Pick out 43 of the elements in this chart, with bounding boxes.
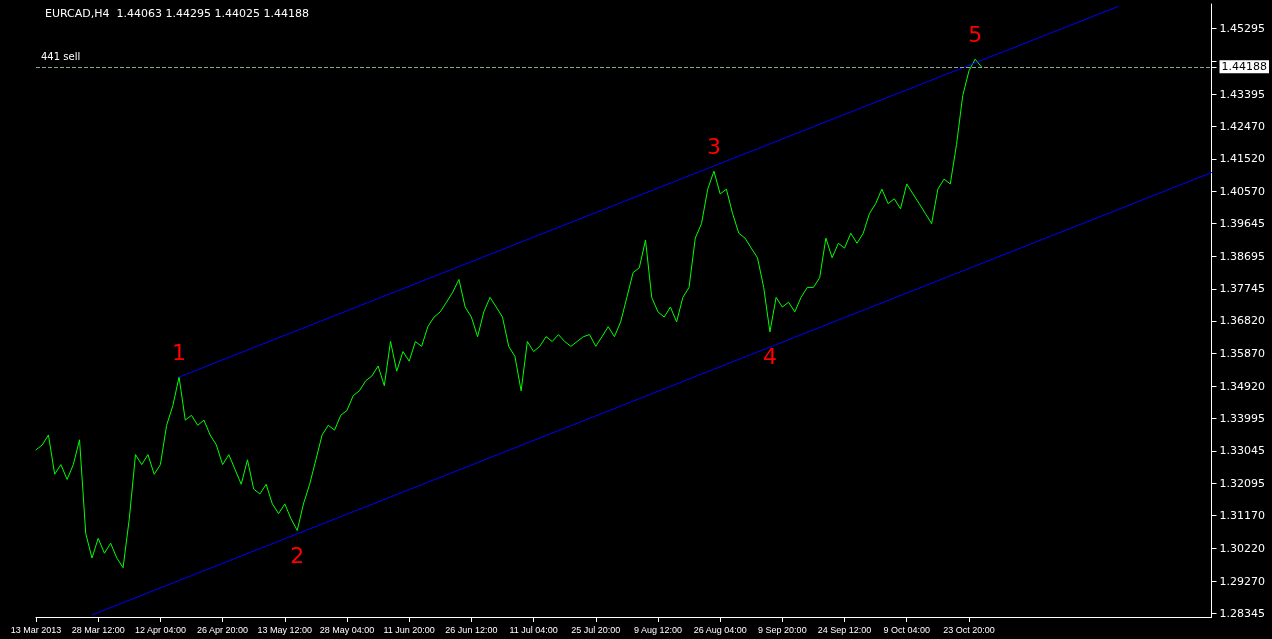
x-tick-label: 13 Mar 2013 xyxy=(10,624,62,635)
y-tick-label: 1.29270 xyxy=(1219,574,1266,588)
y-tick-label: 1.43395 xyxy=(1219,87,1266,101)
x-tick-label: 11 Jul 04:00 xyxy=(509,624,558,635)
y-tick-label: 1.32095 xyxy=(1219,477,1266,491)
x-tick-label: 13 May 12:00 xyxy=(257,624,313,635)
x-tick-label: 26 Apr 20:00 xyxy=(197,624,249,635)
x-tick-label: 9 Aug 12:00 xyxy=(633,624,682,635)
x-tick-label: 24 Sep 12:00 xyxy=(817,624,872,635)
y-tick-label: 1.38695 xyxy=(1219,249,1266,263)
y-tick-label: 1.30220 xyxy=(1219,541,1266,555)
chart-title: EURCAD,H4 1.44063 1.44295 1.44025 1.44188 xyxy=(45,7,309,20)
ref-line-label: 441 sell xyxy=(41,51,81,63)
x-tick-label: 26 Aug 04:00 xyxy=(693,624,747,635)
y-tick-label: 1.31170 xyxy=(1219,509,1266,523)
y-tick-label: 1.35870 xyxy=(1219,347,1266,361)
y-tick-label: 1.36820 xyxy=(1219,314,1266,328)
y-tick-label: 1.33995 xyxy=(1219,411,1266,425)
annotation: 5 xyxy=(968,21,983,47)
x-tick-label: 28 May 04:00 xyxy=(319,624,375,635)
x-tick-label: 9 Oct 04:00 xyxy=(883,624,931,635)
annotation: 2 xyxy=(290,542,305,568)
x-tick-label: 9 Sep 20:00 xyxy=(758,624,807,635)
x-tick-label: 28 Mar 12:00 xyxy=(71,624,125,635)
y-tick-label: 1.39645 xyxy=(1219,216,1266,230)
x-tick-label: 23 Oct 20:00 xyxy=(943,624,995,635)
annotation: 1 xyxy=(172,339,187,365)
x-tick-label: 25 Jul 20:00 xyxy=(571,624,621,635)
x-tick-label: 26 Jun 12:00 xyxy=(445,624,498,635)
x-tick-label: 11 Jun 20:00 xyxy=(383,624,435,635)
y-tick-label: 1.42470 xyxy=(1219,119,1266,133)
y-tick-label: 1.41520 xyxy=(1219,152,1266,166)
y-tick-label: 1.28345 xyxy=(1219,606,1266,620)
annotation: 3 xyxy=(706,133,721,159)
y-tick-label: 1.34920 xyxy=(1219,379,1266,393)
y-tick-label: 1.33045 xyxy=(1219,444,1266,458)
y-tick-label: 1.37745 xyxy=(1219,282,1266,296)
line-series xyxy=(35,58,982,569)
annotation: 4 xyxy=(762,344,777,370)
y-tick-label: 1.40570 xyxy=(1219,185,1266,199)
y-tick-label: 1.45295 xyxy=(1219,22,1266,36)
y-tick-label: 1.44188 xyxy=(1221,60,1268,74)
x-tick-label: 12 Apr 04:00 xyxy=(134,624,186,635)
